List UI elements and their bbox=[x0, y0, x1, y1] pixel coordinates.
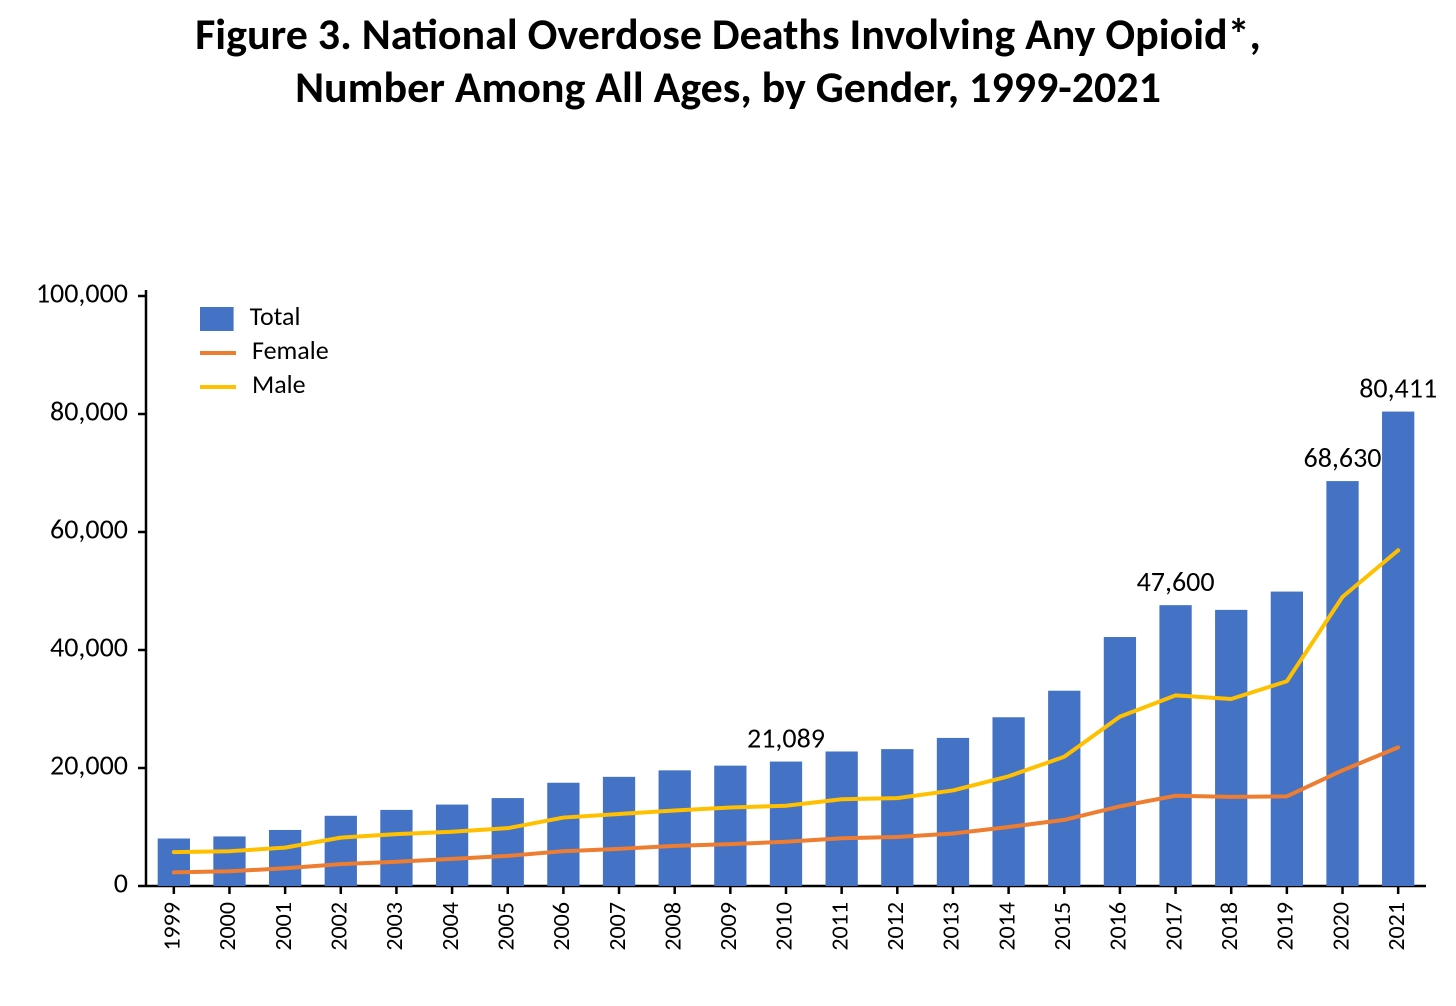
x-tick-label: 1999 bbox=[158, 902, 187, 951]
chart-svg: 0 20,000 40,000 60,000 80,000 100,000 1999 2000… bbox=[0, 114, 1456, 1006]
legend-label: Male bbox=[252, 368, 306, 400]
bar bbox=[269, 830, 301, 886]
bar-data-label: 80,411 bbox=[1359, 370, 1437, 405]
bar bbox=[659, 770, 691, 886]
x-tick-label: 2010 bbox=[770, 902, 799, 951]
bar bbox=[492, 798, 524, 886]
x-tick-label: 2000 bbox=[213, 902, 242, 951]
x-tick-label: 2019 bbox=[1271, 902, 1300, 951]
bar bbox=[380, 809, 412, 885]
bar bbox=[436, 804, 468, 885]
bar bbox=[992, 717, 1024, 886]
bar bbox=[1215, 609, 1247, 885]
bar bbox=[1326, 481, 1358, 886]
x-tick-label: 2016 bbox=[1104, 902, 1133, 951]
bar bbox=[826, 751, 858, 886]
bar bbox=[1271, 591, 1303, 885]
bar bbox=[1048, 690, 1080, 885]
x-tick-label: 2005 bbox=[491, 902, 520, 951]
bar bbox=[158, 838, 190, 885]
x-tick-label: 2003 bbox=[380, 902, 409, 951]
bar bbox=[325, 815, 357, 885]
legend-label: Female bbox=[252, 334, 329, 366]
bar bbox=[547, 782, 579, 885]
x-tick-label: 2007 bbox=[603, 902, 632, 951]
bar-data-label: 47,600 bbox=[1137, 564, 1215, 599]
bar bbox=[1104, 637, 1136, 886]
x-tick-label: 2018 bbox=[1215, 902, 1244, 951]
x-tick-label: 2017 bbox=[1159, 902, 1188, 951]
bar bbox=[937, 738, 969, 886]
chart-area: 0 20,000 40,000 60,000 80,000 100,000 1999 2000… bbox=[0, 114, 1456, 1006]
x-tick-label: 2002 bbox=[325, 902, 354, 951]
figure-container: Figure 3. National Overdose Deaths Invol… bbox=[0, 0, 1456, 972]
x-tick-label: 2020 bbox=[1326, 902, 1355, 951]
x-tick-label: 2008 bbox=[658, 902, 687, 951]
bar bbox=[1382, 411, 1414, 885]
y-tick-label: 60,000 bbox=[50, 511, 128, 546]
x-tick-label: 2004 bbox=[436, 902, 465, 951]
legend: TotalFemaleMale bbox=[200, 300, 329, 400]
bar bbox=[714, 765, 746, 885]
x-tick-label: 2009 bbox=[714, 902, 743, 951]
chart-title: Figure 3. National Overdose Deaths Invol… bbox=[0, 0, 1456, 114]
bar-data-label: 21,089 bbox=[747, 720, 825, 755]
x-tick-label: 2011 bbox=[825, 902, 854, 951]
x-tick-label: 2012 bbox=[881, 902, 910, 951]
y-tick-label: 0 bbox=[114, 865, 128, 900]
y-tick-label: 40,000 bbox=[50, 629, 128, 664]
bar bbox=[881, 749, 913, 886]
legend-swatch-bar bbox=[200, 307, 234, 331]
x-tick-label: 2001 bbox=[269, 902, 298, 951]
x-tick-label: 2021 bbox=[1382, 902, 1411, 951]
y-tick-label: 80,000 bbox=[50, 393, 128, 428]
x-tick-label: 2015 bbox=[1048, 902, 1077, 951]
y-tick-label: 20,000 bbox=[50, 747, 128, 782]
y-tick-label: 100,000 bbox=[36, 275, 128, 310]
bar bbox=[213, 836, 245, 886]
x-tick-label: 2014 bbox=[992, 902, 1021, 951]
legend-label: Total bbox=[250, 300, 301, 332]
bar bbox=[1159, 605, 1191, 886]
bar-data-label: 68,630 bbox=[1304, 440, 1382, 475]
bar bbox=[770, 761, 802, 885]
bar bbox=[603, 776, 635, 885]
x-tick-label: 2013 bbox=[937, 902, 966, 951]
x-tick-label: 2006 bbox=[547, 902, 576, 951]
